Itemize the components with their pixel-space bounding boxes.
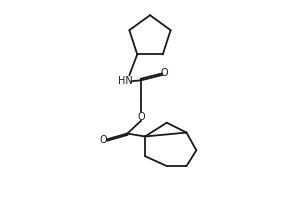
Text: O: O bbox=[137, 112, 145, 122]
Text: HN: HN bbox=[118, 76, 133, 86]
Text: O: O bbox=[100, 135, 107, 145]
Text: O: O bbox=[161, 68, 169, 78]
